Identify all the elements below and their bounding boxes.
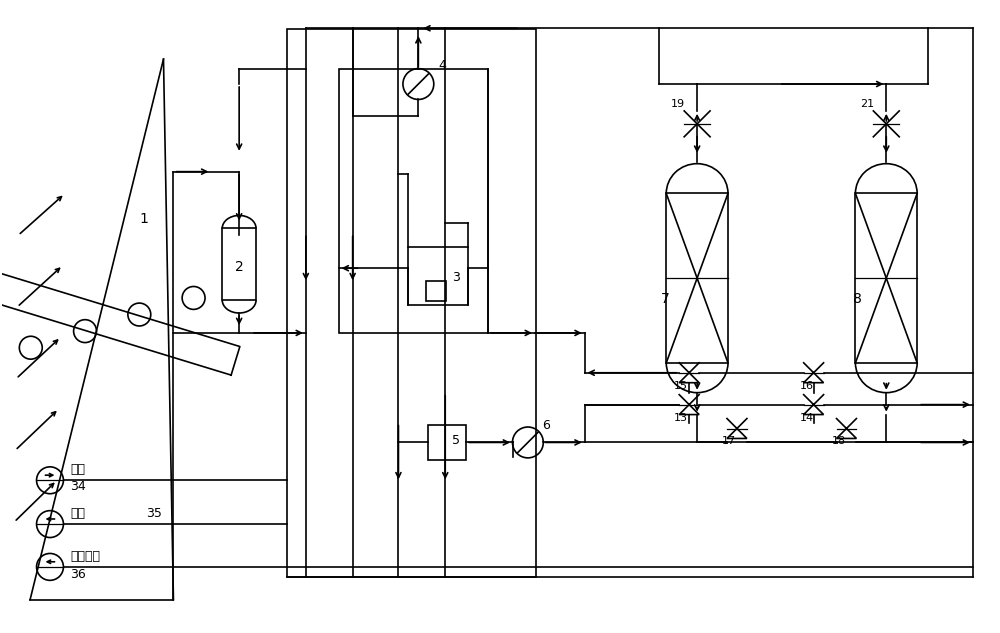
Text: 烟气: 烟气 — [70, 463, 85, 476]
Text: 21: 21 — [860, 99, 875, 109]
Text: 8: 8 — [853, 292, 862, 306]
Bar — [408, 248, 468, 305]
Text: 1: 1 — [139, 213, 148, 227]
Text: 5: 5 — [452, 434, 460, 448]
Text: 6: 6 — [542, 418, 550, 432]
Text: 16: 16 — [800, 380, 814, 391]
Bar — [855, 194, 917, 363]
Text: 34: 34 — [70, 480, 86, 493]
Text: 19: 19 — [671, 99, 685, 109]
Text: 15: 15 — [674, 380, 688, 391]
Text: 二氧化碳: 二氧化碳 — [70, 550, 100, 563]
Bar — [426, 281, 446, 301]
Text: 7: 7 — [661, 292, 670, 306]
Bar — [339, 69, 488, 333]
Text: 13: 13 — [674, 413, 688, 423]
Text: 3: 3 — [452, 271, 460, 284]
Text: 35: 35 — [147, 507, 162, 520]
Bar — [222, 229, 256, 300]
Bar — [287, 29, 536, 577]
Text: 尾气: 尾气 — [70, 507, 85, 520]
Text: 2: 2 — [235, 260, 244, 274]
Text: 14: 14 — [800, 413, 814, 423]
Text: 4: 4 — [438, 59, 446, 72]
Text: 36: 36 — [70, 568, 86, 581]
Bar — [428, 425, 466, 460]
Text: 17: 17 — [722, 436, 736, 446]
Text: 18: 18 — [831, 436, 846, 446]
Bar — [666, 194, 728, 363]
